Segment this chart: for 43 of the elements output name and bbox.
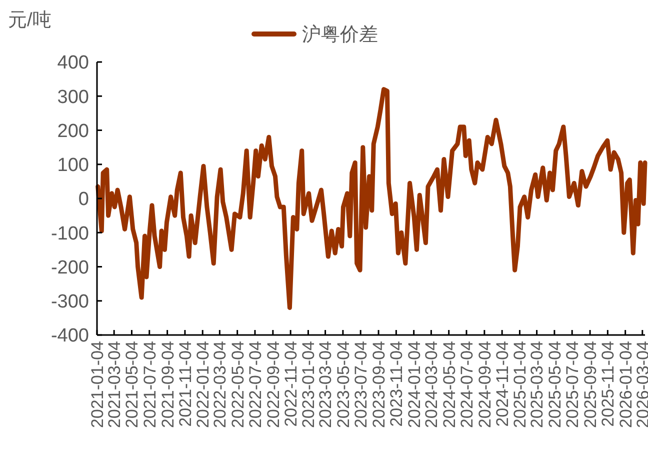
x-tick-label: 2022-09-04 <box>264 341 283 428</box>
x-tick-label: 2023-03-04 <box>316 341 336 428</box>
x-tick-label: 2024-07-04 <box>457 341 476 428</box>
x-tick-label: 2025-07-04 <box>563 341 582 428</box>
x-tick-label: 2025-05-04 <box>545 341 564 428</box>
x-tick-label: 2025-11-04 <box>598 341 618 427</box>
y-tick-label: -400 <box>50 326 89 347</box>
y-tick-label: -100 <box>50 223 89 244</box>
x-tick-label: 2021-07-04 <box>140 341 160 428</box>
x-tick-label: 2024-11-04 <box>493 341 512 427</box>
x-tick-label: 2023-11-04 <box>387 341 406 427</box>
y-tick-label: 100 <box>57 155 89 176</box>
line-series <box>96 87 648 310</box>
x-tick-label: 2021-05-04 <box>122 341 142 428</box>
x-tick-label: 2021-03-04 <box>105 341 124 428</box>
y-tick-label: 400 <box>57 52 89 74</box>
y-tick-label: -300 <box>50 292 89 313</box>
y-tick-label: 0 <box>78 189 89 210</box>
x-tick-label: 2026-01-04 <box>616 341 636 428</box>
x-tick-label: 2024-03-04 <box>422 341 442 428</box>
x-tick-label: 2024-01-04 <box>404 341 424 428</box>
y-tick-label: -200 <box>50 257 89 278</box>
x-tick-label: 2024-09-04 <box>475 341 494 428</box>
x-tick-label: 2025-01-04 <box>510 341 530 428</box>
x-tick-label: 2023-07-04 <box>352 341 371 428</box>
x-tick-label: 2022-11-04 <box>282 341 301 427</box>
x-tick-label: 2022-07-04 <box>246 341 265 428</box>
x-tick-label: 2025-03-04 <box>528 341 547 428</box>
x-tick-label: 2021-01-04 <box>88 341 107 428</box>
y-tick-label: 300 <box>57 86 89 108</box>
x-tick-label: 2025-09-04 <box>580 341 600 428</box>
x-tick-label: 2024-05-04 <box>440 341 459 428</box>
y-tick-label: 200 <box>57 120 89 142</box>
x-tick-label: 2022-01-04 <box>194 341 213 428</box>
legend-label: 沪粤价差 <box>302 24 378 46</box>
x-tick-label: 2021-11-04 <box>176 341 195 427</box>
x-tick-label: 2023-09-04 <box>369 341 388 428</box>
y-axis-title: 元/吨 <box>8 10 52 31</box>
x-tick-label: 2023-05-04 <box>334 341 353 428</box>
x-tick-label: 2022-03-04 <box>210 341 230 428</box>
x-tick-label: 2022-05-04 <box>228 341 248 428</box>
x-tick-label: 2021-09-04 <box>158 341 178 428</box>
x-tick-label: 2023-01-04 <box>299 341 318 428</box>
